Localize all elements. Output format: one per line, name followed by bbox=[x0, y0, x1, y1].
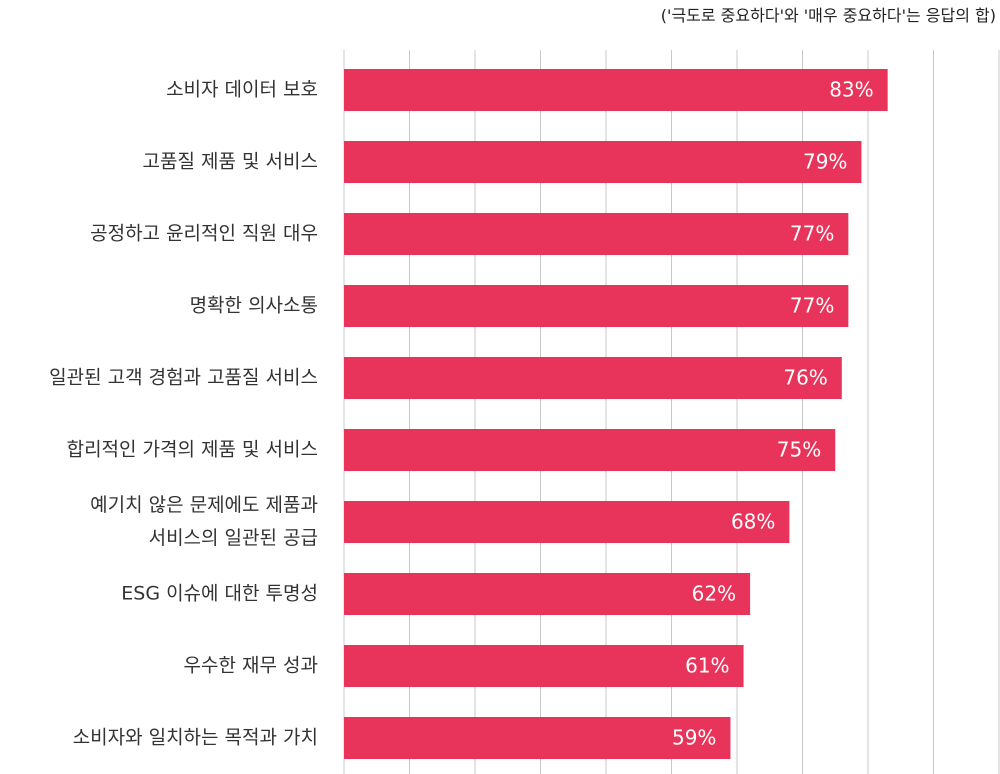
category-label: 우수한 재무 성과 bbox=[183, 654, 318, 677]
value-label: 62% bbox=[692, 582, 736, 606]
category-label: 예기치 않은 문제에도 제품과 서비스의 일관된 공급 bbox=[90, 494, 318, 549]
value-label: 76% bbox=[783, 366, 827, 390]
bar bbox=[344, 501, 790, 543]
value-label: 77% bbox=[790, 222, 834, 246]
category-label: 공정하고 윤리적인 직원 대우 bbox=[90, 222, 318, 245]
category-label: 소비자와 일치하는 목적과 가치 bbox=[72, 726, 318, 749]
bar bbox=[344, 573, 751, 615]
category-label: 소비자 데이터 보호 bbox=[166, 78, 318, 101]
bar bbox=[344, 645, 744, 687]
bar bbox=[344, 357, 842, 399]
category-label: 합리적인 가격의 제품 및 서비스 bbox=[66, 438, 318, 461]
bar bbox=[344, 717, 731, 759]
bar bbox=[344, 69, 888, 111]
value-label: 61% bbox=[685, 654, 729, 678]
category-label: 명확한 의사소통 bbox=[189, 294, 318, 317]
value-label: 77% bbox=[790, 294, 834, 318]
value-label: 79% bbox=[803, 150, 847, 174]
category-label: 일관된 고객 경험과 고품질 서비스 bbox=[49, 366, 318, 389]
value-label: 75% bbox=[777, 438, 821, 462]
bar bbox=[344, 429, 836, 471]
bar bbox=[344, 141, 862, 183]
chart-subtitle: ('극도로 중요하다'와 '매우 중요하다'는 응답의 합) bbox=[660, 6, 996, 25]
category-label: 고품질 제품 및 서비스 bbox=[142, 150, 318, 173]
value-label: 68% bbox=[731, 510, 775, 534]
bar bbox=[344, 285, 849, 327]
value-label: 59% bbox=[672, 726, 716, 750]
category-label: ESG 이슈에 대한 투명성 bbox=[121, 582, 318, 605]
bar bbox=[344, 213, 849, 255]
value-label: 83% bbox=[829, 78, 873, 102]
